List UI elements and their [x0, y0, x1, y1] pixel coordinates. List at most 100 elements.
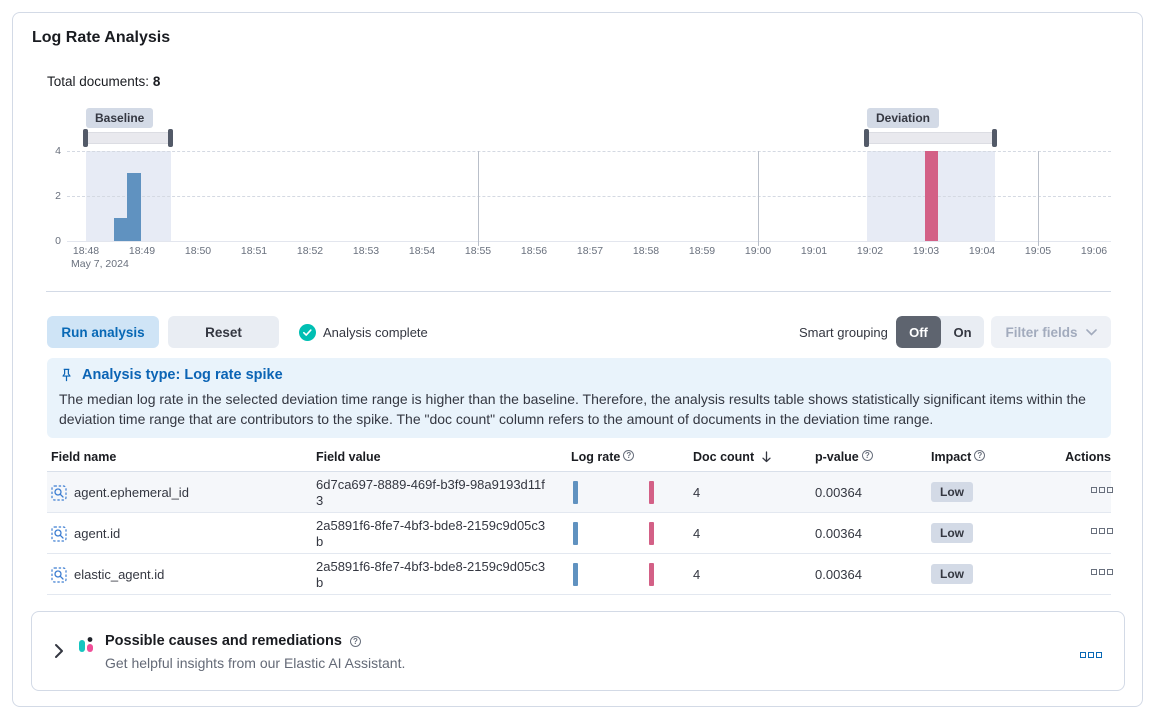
baseline-brush[interactable] [86, 132, 171, 144]
doc-count-cell: 4 [693, 526, 701, 541]
chevron-right-icon[interactable] [54, 643, 64, 664]
x-tick: 18:58 [632, 245, 660, 257]
table-row: agent.id 2a5891f6-8fe7-4bf3-bde8-2159c9d… [47, 513, 1113, 554]
chevron-down-icon [1085, 328, 1097, 336]
p-value-cell: 0.00364 [815, 567, 862, 582]
possible-causes-title-row[interactable]: Possible causes and remediations [105, 633, 361, 649]
log-rate-deviation-bar [649, 522, 654, 545]
gridline-1900 [758, 151, 759, 246]
x-tick: 19:02 [856, 245, 884, 257]
callout-title-row: Analysis type: Log rate spike [59, 367, 1099, 383]
panel-actions-icon[interactable] [1080, 652, 1102, 658]
table-header: Field name Field value Log rate Doc coun… [47, 449, 1111, 471]
doc-count-cell: 4 [693, 485, 701, 500]
total-documents-label: Total documents: [47, 74, 150, 89]
doc-count-cell: 4 [693, 567, 701, 582]
sort-desc-icon [761, 451, 772, 463]
total-documents-value: 8 [152, 74, 161, 89]
help-icon[interactable] [349, 635, 361, 647]
column-header-log-rate[interactable]: Log rate [571, 449, 635, 464]
field-value-cell: 6d7ca697-8889-469f-b3f9-98a9193d11f3 [316, 477, 545, 508]
info-icon[interactable] [974, 449, 986, 461]
table-row: agent.ephemeral_id 6d7ca697-8889-469f-b3… [47, 472, 1113, 513]
baseline-chip: Baseline [86, 108, 154, 128]
doc-count-chart[interactable] [67, 151, 1111, 246]
baseline-bar-1 [114, 218, 127, 241]
x-tick: 18:54 [408, 245, 436, 257]
x-tick: 18:51 [240, 245, 268, 257]
column-header-p-value[interactable]: p-value [815, 449, 873, 464]
elastic-ai-assistant-icon [78, 636, 95, 658]
horizontal-divider [46, 291, 1111, 292]
run-analysis-button[interactable]: Run analysis [47, 316, 159, 348]
search-field-icon[interactable] [51, 484, 67, 501]
filter-fields-button[interactable]: Filter fields [991, 316, 1111, 348]
x-tick: 18:52 [296, 245, 324, 257]
reset-button[interactable]: Reset [168, 316, 279, 348]
deviation-chip: Deviation [867, 108, 940, 128]
check-in-circle-icon [299, 324, 316, 341]
column-header-field-name[interactable]: Field name [51, 450, 117, 464]
smart-grouping-on-button[interactable]: On [953, 324, 972, 340]
y-tick-4: 4 [55, 145, 61, 157]
gridline-1855 [478, 151, 479, 246]
log-rate-analysis-panel: Log Rate Analysis Total documents: 8 Bas… [12, 12, 1143, 707]
column-header-doc-count[interactable]: Doc count [693, 450, 772, 464]
field-name-cell: agent.id [51, 513, 120, 554]
deviation-bar [925, 151, 938, 241]
search-field-icon[interactable] [51, 525, 67, 542]
field-name-cell: agent.ephemeral_id [51, 472, 189, 513]
smart-grouping-toggle: Off On [896, 316, 984, 348]
baseline-brush-left-handle[interactable] [83, 129, 88, 147]
log-rate-baseline-bar [573, 481, 578, 504]
field-value-cell: 2a5891f6-8fe7-4bf3-bde8-2159c9d05c3b [316, 518, 546, 549]
x-tick: 19:04 [968, 245, 996, 257]
callout-body: The median log rate in the selected devi… [59, 391, 1086, 427]
field-value-cell: 2a5891f6-8fe7-4bf3-bde8-2159c9d05c3b [316, 559, 546, 590]
smart-grouping-off-button[interactable]: Off [896, 316, 941, 348]
x-tick: 19:06 [1080, 245, 1108, 257]
baseline-bar-2 [127, 173, 141, 241]
x-axis-date-label: May 7, 2024 [71, 258, 129, 270]
possible-causes-panel: Possible causes and remediations Get hel… [31, 611, 1125, 691]
x-tick: 19:03 [912, 245, 940, 257]
y-tick-2: 2 [55, 190, 61, 202]
gridline-y2 [67, 196, 1111, 197]
search-field-icon[interactable] [51, 566, 67, 583]
row-actions-icon[interactable] [1091, 569, 1113, 575]
x-axis-line [67, 241, 1111, 242]
analysis-status-label: Analysis complete [323, 325, 428, 340]
smart-grouping-label: Smart grouping [799, 325, 888, 340]
analysis-status: Analysis complete [299, 324, 428, 341]
pin-icon [59, 368, 74, 383]
x-tick: 18:50 [184, 245, 212, 257]
x-tick: 18:53 [352, 245, 380, 257]
table-header-border [47, 471, 1111, 472]
baseline-brush-right-handle[interactable] [168, 129, 173, 147]
log-rate-deviation-bar [649, 481, 654, 504]
column-header-impact[interactable]: Impact [931, 449, 986, 464]
impact-badge: Low [931, 482, 973, 502]
info-icon[interactable] [623, 449, 635, 461]
deviation-brush-left-handle[interactable] [864, 129, 869, 147]
total-documents: Total documents: 8 [47, 74, 160, 89]
deviation-brush[interactable] [867, 132, 995, 144]
x-tick: 18:59 [688, 245, 716, 257]
deviation-brush-right-handle[interactable] [992, 129, 997, 147]
table-row: elastic_agent.id 2a5891f6-8fe7-4bf3-bde8… [47, 554, 1113, 595]
x-tick: 18:55 [464, 245, 492, 257]
info-icon[interactable] [861, 449, 873, 461]
row-actions-icon[interactable] [1091, 528, 1113, 534]
p-value-cell: 0.00364 [815, 526, 862, 541]
log-rate-baseline-bar [573, 522, 578, 545]
page-title: Log Rate Analysis [32, 29, 171, 46]
field-name-cell: elastic_agent.id [51, 554, 164, 595]
x-tick: 19:00 [744, 245, 772, 257]
log-rate-baseline-bar [573, 563, 578, 586]
column-header-field-value[interactable]: Field value [316, 450, 381, 464]
row-actions-icon[interactable] [1091, 487, 1113, 493]
x-tick: 19:01 [800, 245, 828, 257]
impact-badge: Low [931, 564, 973, 584]
analysis-type-callout: Analysis type: Log rate spike The median… [47, 358, 1111, 438]
possible-causes-title: Possible causes and remediations [105, 633, 342, 649]
